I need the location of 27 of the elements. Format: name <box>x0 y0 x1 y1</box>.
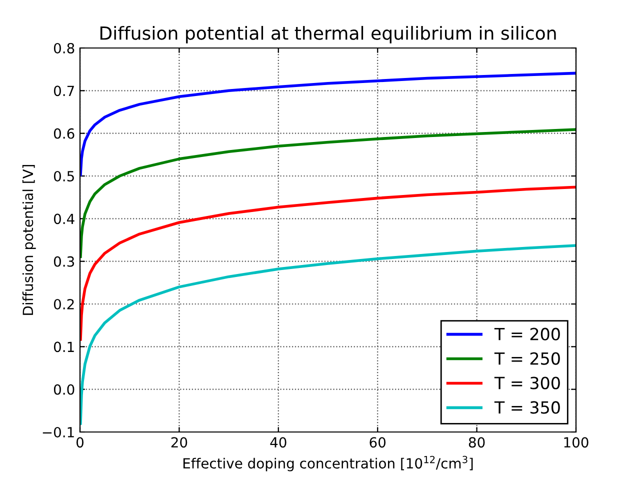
y-tick-label: 0.0 <box>54 384 74 395</box>
x-tick-label: 100 <box>564 437 588 448</box>
y-tick-label: 0.6 <box>54 128 74 139</box>
legend-label: T = 300 <box>494 376 560 390</box>
legend-label: T = 350 <box>494 401 560 414</box>
x-tick-label: 60 <box>370 437 386 448</box>
y-axis-title: Diffusion potential [V] <box>22 164 36 315</box>
line-series <box>80 186 576 341</box>
legend-label: T = 250 <box>494 352 560 365</box>
y-tick-label: 0.4 <box>54 214 74 224</box>
y-tick-label: 0.1 <box>54 342 74 352</box>
x-tick-label: 80 <box>468 437 485 448</box>
line-series <box>80 244 576 425</box>
line-series <box>80 128 576 258</box>
legend-label: T = 200 <box>494 328 560 340</box>
y-tick-label: −0.1 <box>42 426 74 438</box>
chart-title: Diffusion potential at thermal equilibrium in silicon <box>100 26 556 44</box>
y-tick-label: 0.2 <box>54 298 74 310</box>
y-tick-label: 0.5 <box>54 170 74 182</box>
x-axis-title: Effective doping concentration [10$^{12}$/cm$^{3}$] <box>183 456 473 472</box>
y-tick-label: 0.8 <box>54 42 74 54</box>
x-tick-label: 0 <box>76 437 84 448</box>
line-series <box>80 72 576 176</box>
y-tick-label: 0.3 <box>54 256 74 267</box>
x-tick-label: 40 <box>270 437 286 448</box>
y-tick-label: 0.7 <box>54 86 74 96</box>
x-tick-label: 20 <box>171 437 188 448</box>
